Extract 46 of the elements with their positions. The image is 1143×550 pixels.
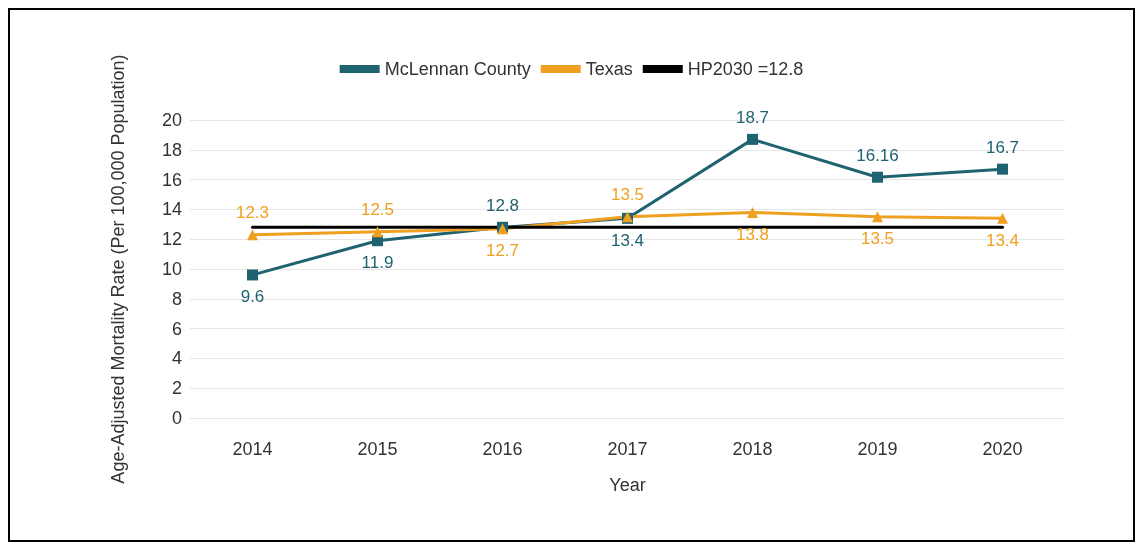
data-label: 18.7	[735, 107, 770, 127]
y-tick-label: 16	[161, 169, 182, 190]
data-label: 12.3	[235, 203, 270, 223]
point	[747, 206, 758, 218]
data-label: 16.16	[856, 145, 899, 165]
data-label: 11.9	[361, 253, 394, 273]
x-tick-label: 2016	[482, 439, 523, 459]
point	[747, 133, 758, 145]
point	[872, 171, 883, 183]
data-label: 16.7	[985, 137, 1020, 157]
y-tick-label: 8	[171, 288, 182, 309]
y-tick-label: 4	[171, 348, 182, 369]
data-label: 12.5	[360, 200, 395, 220]
legend-label: McLennan County	[384, 59, 531, 79]
x-tick-label: 2015	[357, 439, 398, 459]
x-axis-title: Year	[609, 475, 646, 495]
data-label: 13.5	[860, 229, 895, 249]
y-tick-label: 12	[161, 229, 182, 250]
data-label: 13.8	[735, 224, 770, 244]
y-tick-label: 14	[161, 199, 182, 220]
x-tick-label: 2014	[232, 439, 273, 459]
y-tick-label: 18	[161, 139, 182, 160]
data-label: 12.8	[485, 195, 520, 215]
point	[372, 226, 383, 238]
y-axis-title: Age-Adjusted Mortality Rate (Per 100,000 Population)	[108, 54, 128, 484]
y-tick-label: 20	[161, 110, 182, 130]
point	[872, 211, 883, 223]
legend-label: HP2030 =12.8	[687, 59, 804, 79]
data-label: 9.6	[240, 287, 265, 307]
data-label: 13.4	[610, 230, 645, 250]
y-tick-label: 2	[171, 378, 182, 399]
point	[247, 269, 258, 281]
data-label: 13.4	[985, 230, 1020, 250]
x-tick-label: 2019	[857, 439, 898, 459]
y-tick-label: 6	[171, 318, 182, 339]
x-tick-label: 2020	[982, 439, 1023, 459]
point	[997, 212, 1008, 224]
y-tick-label: 0	[171, 408, 182, 428]
data-label: 12.7	[485, 241, 520, 261]
legend-label: Texas	[585, 59, 633, 79]
x-tick-label: 2017	[607, 439, 648, 459]
x-tick-label: 2018	[732, 439, 773, 459]
data-label: 13.5	[610, 185, 645, 205]
y-tick-label: 10	[161, 259, 182, 279]
point	[247, 229, 258, 241]
point	[997, 163, 1008, 175]
